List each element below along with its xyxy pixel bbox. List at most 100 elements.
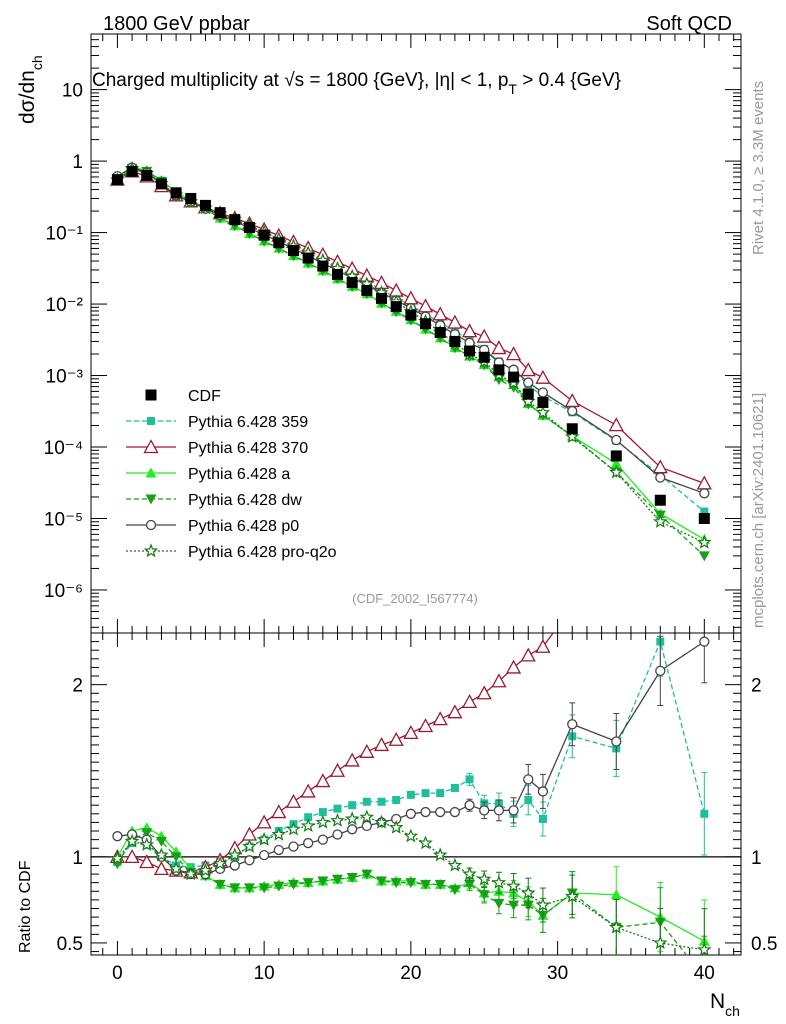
data-point-CDF — [464, 345, 476, 357]
data-point-CDF — [522, 388, 534, 400]
ratio-series-group — [109, 558, 712, 955]
rivet-version-label: Rivet 4.1.0, ≥ 3.3M events — [750, 81, 767, 255]
ratio-point-p0 — [347, 824, 358, 835]
y-axis-label-sub: ch — [29, 55, 45, 70]
ratio-y-tick-label: 2 — [72, 676, 83, 697]
ratio-point-p370 — [271, 804, 287, 819]
series-line-dw — [116, 167, 705, 557]
ratio-point-proq2o — [565, 888, 580, 903]
ratio-point-proq2o — [139, 837, 155, 852]
data-point-p0 — [611, 434, 622, 446]
ratio-point-proq2o — [183, 866, 199, 881]
ratio-line-p359 — [116, 639, 705, 868]
data-point-CDF — [199, 199, 211, 211]
ratio-point-p0 — [112, 831, 123, 842]
ratio-point-p0 — [229, 860, 240, 871]
ratio-panel: 0 10 20 30 40 0.5 0.5 1 1 2 2 — [57, 558, 777, 984]
legend-label-proq2o: Pythia 6.428 pro-q2o — [188, 544, 337, 561]
ratio-point-proq2o — [535, 897, 551, 912]
analysis-tag: (CDF_2002_I567774) — [352, 591, 478, 606]
ratio-point-proq2o — [110, 850, 125, 865]
ratio-point-p0 — [537, 786, 549, 797]
ratio-point-proq2o — [242, 838, 257, 853]
ratio-point-proq2o — [315, 814, 331, 829]
ratio-point-p0 — [479, 805, 490, 816]
ratio-point-p0 — [405, 808, 417, 819]
ratio-point-p359 — [377, 797, 386, 806]
ratio-point-dw — [317, 876, 329, 887]
ratio-point-p0 — [464, 800, 475, 811]
data-point-proq2o — [565, 429, 580, 444]
ratio-point-p370 — [520, 647, 536, 662]
chart-title-mid: s = 1800 {GeV}, |η| < 1, p — [295, 70, 509, 91]
ratio-point-p370 — [373, 737, 390, 752]
ratio-point-p359 — [348, 801, 357, 810]
ratio-point-dw — [170, 852, 182, 863]
series-line-a — [116, 166, 705, 540]
data-point-CDF — [361, 284, 373, 296]
data-point-proq2o — [697, 534, 712, 549]
ratio-point-p0 — [449, 806, 461, 818]
ratio-point-proq2o — [476, 871, 492, 886]
ratio-point-proq2o — [697, 942, 712, 955]
series-line-proq2o — [117, 167, 705, 544]
ratio-point-p370 — [329, 762, 346, 777]
y-tick-label: 10⁻⁵ — [44, 509, 83, 530]
ratio-point-p370 — [461, 694, 478, 709]
ratio-line-dw — [116, 832, 688, 955]
x-axis-label-sub: ch — [725, 1003, 740, 1019]
data-point-p370 — [461, 323, 478, 338]
y-tick-label: 1 — [72, 152, 83, 173]
ratio-point-p370 — [315, 773, 331, 788]
main-panel: 10⁻⁶ 10⁻⁵ 10⁻⁴ 10⁻³ 10⁻² 10⁻¹ 1 10 — [44, 33, 742, 634]
data-point-CDF — [449, 335, 461, 347]
y-axis-label-main: dσ/dn — [16, 70, 39, 124]
ratio-point-p370 — [610, 558, 623, 570]
data-point-p370 — [608, 417, 624, 432]
ratio-y-tick-label: 0.5 — [57, 934, 83, 955]
ratio-point-p359 — [524, 796, 533, 805]
ratio-point-dw — [214, 879, 226, 890]
data-point-CDF — [229, 214, 241, 226]
ratio-point-p370 — [124, 848, 140, 864]
data-point-CDF — [126, 165, 138, 177]
ratio-point-p0 — [244, 855, 255, 866]
ratio-point-proq2o — [227, 847, 243, 862]
data-point-CDF — [155, 178, 167, 190]
ratio-axis-label: Ratio to CDF — [17, 860, 34, 953]
x-axis-label: Nch — [710, 990, 740, 1019]
legend-label-p370: Pythia 6.428 370 — [188, 440, 308, 457]
chart-title-suffix: > 0.4 {GeV} — [517, 70, 621, 91]
ratio-point-p0 — [508, 805, 519, 816]
legend-marker-p0 — [145, 519, 157, 531]
ratio-point-p359 — [406, 790, 415, 799]
legend-label-a: Pythia 6.428 a — [188, 466, 290, 483]
ratio-point-p0 — [655, 665, 666, 677]
ratio-point-p359 — [538, 814, 547, 823]
x-tick-label: 0 — [112, 963, 123, 984]
ratio-point-p359 — [304, 813, 313, 822]
legend-marker-proq2o — [143, 543, 159, 558]
chart-title: Charged multiplicity at √s = 1800 {GeV},… — [92, 70, 621, 97]
ratio-point-p370 — [139, 854, 155, 869]
ratio-y-tick-label-right: 1 — [751, 848, 762, 869]
ratio-point-dw — [434, 879, 446, 890]
ratio-point-p370 — [505, 659, 522, 674]
ratio-point-p370 — [476, 685, 492, 700]
data-point-proq2o — [535, 405, 551, 419]
data-point-CDF — [258, 229, 270, 241]
ratio-point-proq2o — [418, 835, 433, 850]
ratio-point-proq2o — [520, 885, 536, 900]
ratio-point-proq2o — [374, 814, 389, 829]
data-point-CDF — [493, 364, 505, 376]
ratio-point-p370 — [491, 673, 507, 688]
ratio-point-a — [610, 889, 622, 900]
ratio-point-p370 — [535, 638, 551, 653]
x-tick-label: 10 — [254, 963, 275, 984]
data-point-p370 — [564, 393, 580, 408]
ratio-point-p370 — [403, 725, 419, 740]
data-point-CDF — [420, 318, 432, 330]
y-tick-label: 10⁻² — [46, 295, 84, 316]
data-point-CDF — [610, 450, 622, 462]
